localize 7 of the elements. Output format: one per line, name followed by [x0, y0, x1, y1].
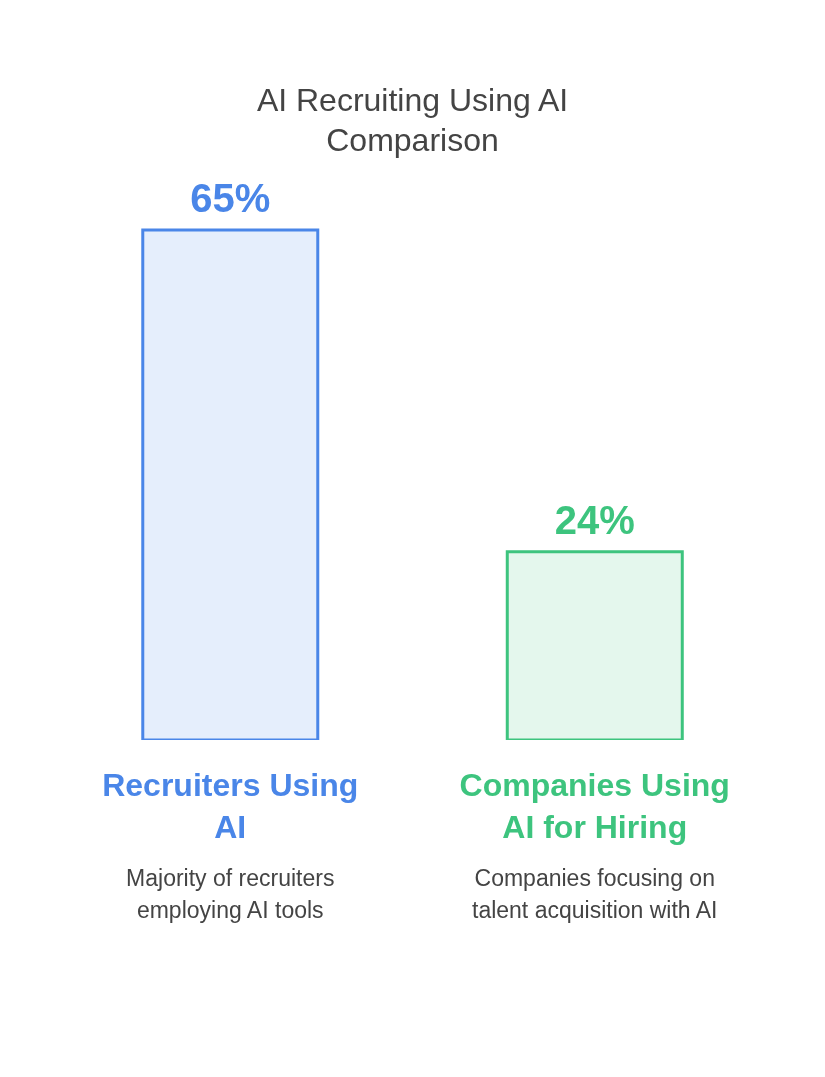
data-label: 24% — [554, 497, 635, 542]
text: Majority of recruiters employing AI tools — [125, 864, 336, 925]
x-tick-label: Recruiters Using AI — [101, 766, 360, 847]
x-tick-label: Companies Using AI for Hiring — [458, 766, 731, 847]
text: Companies focusing on talent acquisition with AI — [471, 864, 719, 925]
data-label: 65% — [190, 176, 271, 220]
chart-title: AI Recruiting Using AI Comparison — [255, 81, 570, 160]
